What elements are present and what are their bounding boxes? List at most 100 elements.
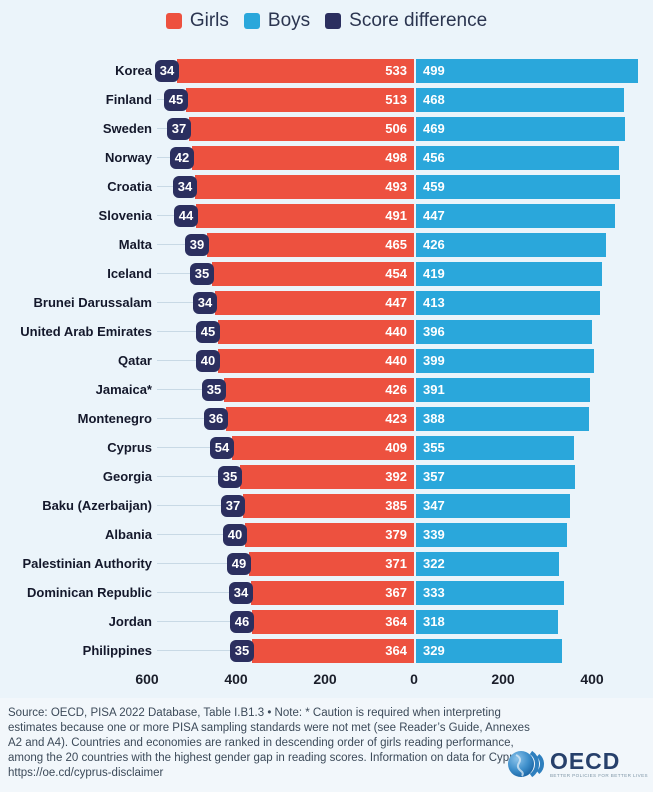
legend-swatch-boys bbox=[243, 13, 260, 29]
leader-line bbox=[157, 534, 223, 535]
plot-area: Korea 533 499 34 Finland 513 468 45 Sweden 506 469… bbox=[0, 57, 653, 666]
cyprus-disclaimer-link[interactable]: https://oe.cd/cyprus-disclaimer bbox=[8, 767, 164, 779]
legend-swatch-girls bbox=[165, 13, 182, 29]
score-difference-badge: 42 bbox=[170, 147, 194, 169]
leader-line bbox=[157, 128, 167, 129]
boys-bar: 333 bbox=[416, 581, 564, 605]
boys-bar: 391 bbox=[416, 378, 590, 402]
country-label: Finland bbox=[105, 92, 152, 107]
boys-bar: 469 bbox=[416, 117, 625, 141]
girls-bar: 493 bbox=[195, 175, 414, 199]
boys-bar: 399 bbox=[416, 349, 594, 373]
chart-row-brunei-darussalam: Brunei Darussalam 447 413 34 bbox=[0, 289, 653, 318]
country-label: Montenegro bbox=[77, 411, 152, 426]
leader-line bbox=[157, 360, 196, 361]
score-difference-badge: 35 bbox=[218, 466, 242, 488]
oecd-logo: OECD BETTER POLICIES FOR BETTER LIVES bbox=[507, 748, 648, 780]
girls-bar: 423 bbox=[226, 407, 414, 431]
chart-row-croatia: Croatia 493 459 34 bbox=[0, 173, 653, 202]
country-label: Jamaica* bbox=[95, 382, 152, 397]
legend-item-boys: Boys bbox=[243, 10, 311, 32]
girls-bar: 364 bbox=[252, 610, 414, 634]
boys-bar: 347 bbox=[416, 494, 570, 518]
axis-tick-label: 400 bbox=[580, 671, 604, 687]
girls-bar: 392 bbox=[240, 465, 414, 489]
legend-label-score-difference: Score difference bbox=[349, 10, 488, 31]
country-label: Dominican Republic bbox=[27, 585, 152, 600]
boys-bar: 468 bbox=[416, 88, 624, 112]
x-axis: 600 400 200 0 200 400 bbox=[0, 666, 653, 692]
boys-bar: 318 bbox=[416, 610, 558, 634]
leader-line bbox=[157, 476, 218, 477]
score-difference-badge: 34 bbox=[229, 582, 253, 604]
leader-line bbox=[157, 244, 185, 245]
boys-bar: 456 bbox=[416, 146, 619, 170]
country-label: Brunei Darussalam bbox=[33, 295, 153, 310]
country-label: Slovenia bbox=[98, 208, 152, 223]
boys-bar: 339 bbox=[416, 523, 567, 547]
chart-row-baku-azerbaijan: Baku (Azerbaijan) 385 347 37 bbox=[0, 492, 653, 521]
girls-bar: 440 bbox=[218, 320, 414, 344]
girls-bar: 409 bbox=[232, 436, 414, 460]
country-label: Philippines bbox=[82, 643, 152, 658]
axis-tick-label: 200 bbox=[313, 671, 337, 687]
boys-bar: 413 bbox=[416, 291, 600, 315]
axis-tick-label: 400 bbox=[224, 671, 248, 687]
leader-line bbox=[157, 273, 190, 274]
girls-bar: 426 bbox=[224, 378, 414, 402]
country-label: Cyprus bbox=[107, 440, 152, 455]
oecd-logo-text: OECD bbox=[549, 747, 621, 774]
legend-item-score-difference: Score difference bbox=[325, 10, 487, 32]
leader-line bbox=[157, 389, 202, 390]
score-difference-badge: 45 bbox=[164, 89, 188, 111]
leader-line bbox=[157, 447, 210, 448]
score-difference-badge: 37 bbox=[167, 118, 191, 140]
country-label: Qatar bbox=[118, 353, 152, 368]
score-difference-badge: 45 bbox=[196, 321, 220, 343]
chart-row-georgia: Georgia 392 357 35 bbox=[0, 463, 653, 492]
boys-bar: 322 bbox=[416, 552, 559, 576]
chart-row-iceland: Iceland 454 419 35 bbox=[0, 260, 653, 289]
leader-line bbox=[157, 563, 227, 564]
boys-bar: 357 bbox=[416, 465, 575, 489]
chart-row-slovenia: Slovenia 491 447 44 bbox=[0, 202, 653, 231]
score-difference-badge: 37 bbox=[221, 495, 245, 517]
chart-row-sweden: Sweden 506 469 37 bbox=[0, 115, 653, 144]
girls-bar: 371 bbox=[249, 552, 414, 576]
score-difference-badge: 35 bbox=[202, 379, 226, 401]
chart-row-united-arab-emirates: United Arab Emirates 440 396 45 bbox=[0, 318, 653, 347]
score-difference-badge: 46 bbox=[230, 611, 254, 633]
chart-row-korea: Korea 533 499 34 bbox=[0, 57, 653, 86]
girls-bar: 491 bbox=[196, 204, 414, 228]
score-difference-badge: 44 bbox=[174, 205, 198, 227]
country-label: Malta bbox=[118, 237, 152, 252]
score-difference-badge: 34 bbox=[173, 176, 197, 198]
chart-row-qatar: Qatar 440 399 40 bbox=[0, 347, 653, 376]
score-difference-badge: 36 bbox=[204, 408, 228, 430]
score-difference-badge: 40 bbox=[223, 524, 247, 546]
score-difference-badge: 34 bbox=[193, 292, 217, 314]
score-difference-badge: 39 bbox=[185, 234, 209, 256]
boys-bar: 426 bbox=[416, 233, 606, 257]
country-label: United Arab Emirates bbox=[20, 324, 152, 339]
girls-bar: 533 bbox=[177, 59, 414, 83]
chart-row-palestinian-authority: Palestinian Authority 371 322 49 bbox=[0, 550, 653, 579]
legend-label-boys: Boys bbox=[267, 10, 311, 31]
score-difference-badge: 34 bbox=[155, 60, 179, 82]
country-label: Palestinian Authority bbox=[22, 556, 152, 571]
chart-row-dominican-republic: Dominican Republic 367 333 34 bbox=[0, 579, 653, 608]
girls-bar: 454 bbox=[212, 262, 414, 286]
axis-tick-label: 600 bbox=[135, 671, 159, 687]
girls-bar: 498 bbox=[192, 146, 414, 170]
chart-row-malta: Malta 465 426 39 bbox=[0, 231, 653, 260]
girls-bar: 513 bbox=[186, 88, 414, 112]
leader-line bbox=[157, 302, 193, 303]
country-label: Iceland bbox=[107, 266, 152, 281]
boys-bar: 329 bbox=[416, 639, 562, 663]
country-label: Korea bbox=[115, 63, 152, 78]
country-label: Baku (Azerbaijan) bbox=[42, 498, 152, 513]
leader-line bbox=[157, 99, 164, 100]
leader-line bbox=[157, 418, 204, 419]
girls-bar: 379 bbox=[245, 523, 414, 547]
